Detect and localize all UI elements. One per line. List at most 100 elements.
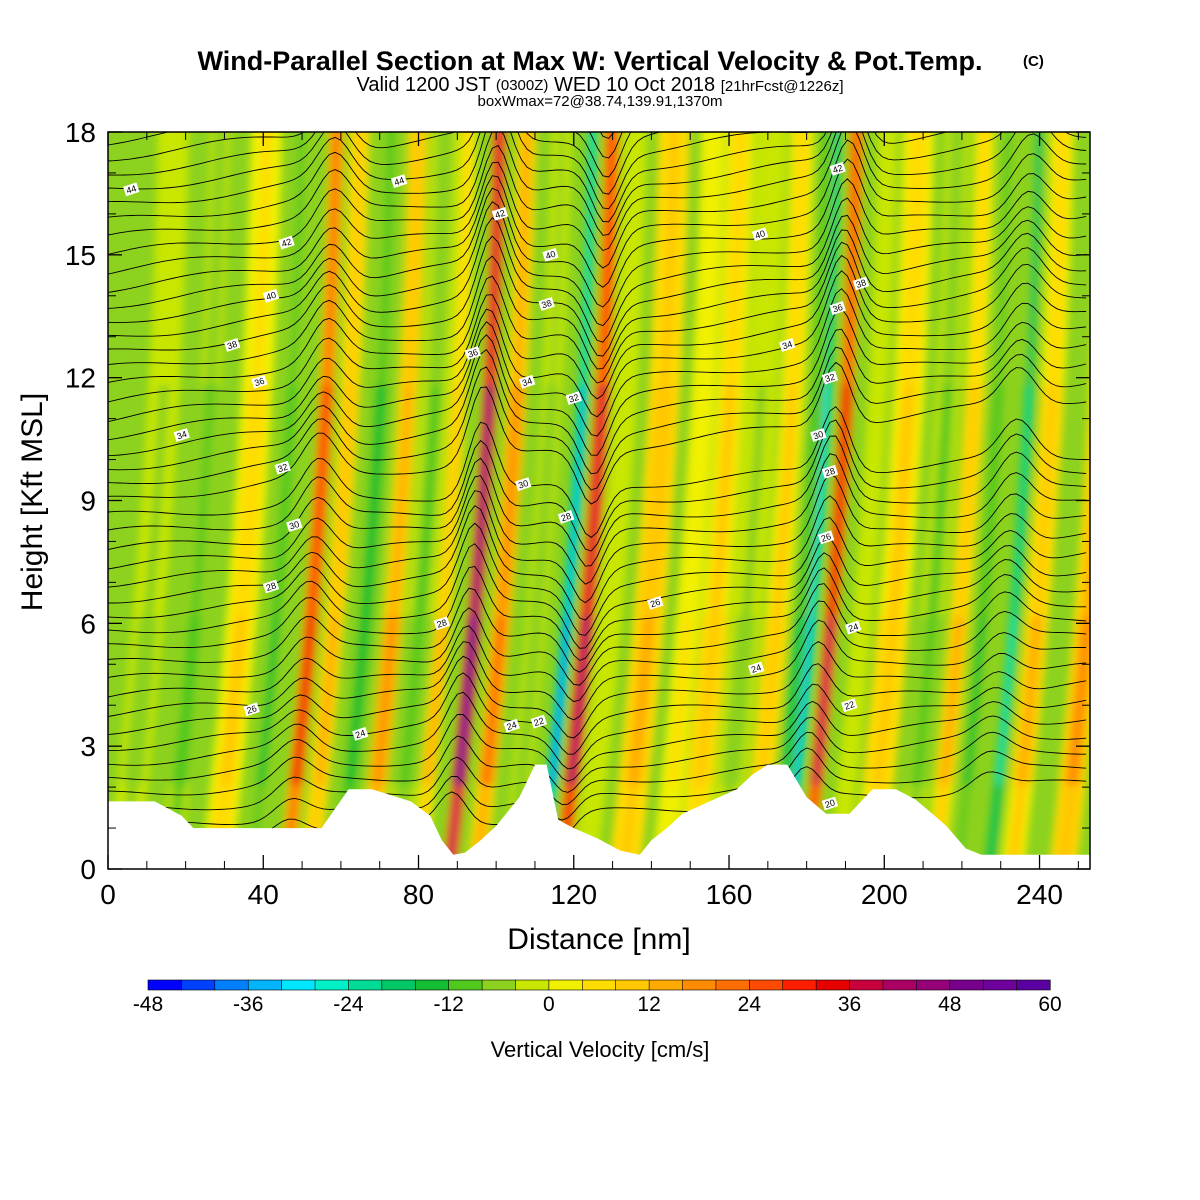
velocity-cell bbox=[619, 406, 629, 428]
isentrope-line bbox=[108, 600, 1087, 703]
velocity-cell bbox=[995, 385, 1002, 407]
velocity-cell bbox=[1095, 259, 1123, 280]
velocity-cell bbox=[528, 658, 537, 680]
colorbar-swatch bbox=[515, 979, 550, 991]
velocity-cell bbox=[943, 385, 952, 407]
velocity-cell bbox=[1071, 721, 1083, 743]
velocity-cell bbox=[670, 742, 681, 764]
velocity-cell bbox=[1092, 322, 1120, 343]
isentrope-line bbox=[108, 516, 1087, 636]
velocity-cell bbox=[933, 532, 943, 554]
velocity-cell bbox=[628, 132, 643, 133]
isentrope-label: 28 bbox=[557, 509, 575, 524]
velocity-cell bbox=[356, 132, 363, 133]
velocity-cell bbox=[583, 321, 589, 343]
velocity-cell bbox=[784, 448, 794, 470]
velocity-cell bbox=[305, 637, 313, 659]
velocity-cell bbox=[523, 132, 530, 133]
chart-title: Wind-Parallel Section at Max W: Vertical… bbox=[198, 46, 983, 76]
isentrope-line bbox=[108, 419, 1087, 552]
velocity-cell bbox=[234, 616, 247, 638]
isentrope-line bbox=[108, 139, 1087, 293]
velocity-cell bbox=[1055, 216, 1064, 238]
velocity-cell bbox=[1105, 238, 1114, 259]
velocity-cell bbox=[529, 637, 538, 659]
velocity-cell bbox=[437, 637, 445, 659]
velocity-cell bbox=[703, 679, 714, 701]
velocity-cell bbox=[976, 637, 984, 659]
velocity-cell bbox=[603, 637, 613, 659]
velocity-cell bbox=[414, 132, 422, 154]
velocity-cell bbox=[303, 658, 311, 680]
isentrope-label: 24 bbox=[352, 726, 369, 741]
velocity-cell bbox=[327, 300, 334, 322]
velocity-cell bbox=[795, 637, 801, 659]
isentrope-label-text: 26 bbox=[649, 597, 662, 610]
velocity-cell bbox=[1011, 826, 1021, 848]
velocity-cell bbox=[433, 321, 444, 343]
velocity-cell bbox=[665, 237, 677, 259]
velocity-cell bbox=[786, 406, 796, 428]
velocity-cell bbox=[417, 574, 428, 596]
velocity-cell bbox=[425, 763, 433, 785]
isentrope-label-bg bbox=[464, 346, 482, 361]
velocity-cell bbox=[652, 490, 664, 512]
y-tick-label: 12 bbox=[65, 363, 96, 394]
velocity-cell bbox=[645, 574, 658, 596]
velocity-cell bbox=[215, 153, 223, 175]
isentrope-label-text: 28 bbox=[560, 511, 573, 524]
velocity-cell bbox=[830, 279, 835, 301]
velocity-cell bbox=[722, 427, 733, 449]
velocity-cell bbox=[989, 826, 996, 848]
velocity-cell bbox=[384, 216, 393, 238]
velocity-cell bbox=[452, 805, 459, 827]
velocity-cell bbox=[401, 427, 410, 449]
velocity-cell bbox=[1086, 427, 1090, 449]
colorbar-swatch bbox=[448, 979, 483, 991]
velocity-cell bbox=[969, 721, 977, 743]
velocity-cell bbox=[241, 532, 254, 554]
velocity-cell bbox=[1100, 259, 1118, 280]
velocity-cell bbox=[329, 258, 336, 280]
velocity-cell bbox=[485, 406, 492, 428]
velocity-cell bbox=[1024, 427, 1030, 449]
isentrope-line bbox=[108, 536, 1087, 649]
velocity-cell bbox=[297, 721, 305, 743]
velocity-cell bbox=[720, 469, 731, 491]
velocity-cell bbox=[832, 132, 843, 133]
velocity-cell bbox=[157, 132, 190, 133]
isentrope-label-bg bbox=[817, 530, 835, 545]
velocity-cell bbox=[1057, 153, 1066, 175]
velocity-cell bbox=[1088, 385, 1090, 407]
velocity-cell bbox=[462, 237, 469, 259]
isentrope-label-text: 42 bbox=[831, 163, 844, 176]
velocity-cell bbox=[344, 406, 353, 428]
velocity-cell bbox=[243, 511, 255, 533]
velocity-cell bbox=[196, 532, 205, 554]
velocity-cell bbox=[714, 553, 725, 575]
velocity-cell bbox=[1104, 259, 1114, 280]
isentrope-label-text: 36 bbox=[467, 347, 480, 360]
isentrope-line bbox=[108, 453, 1087, 585]
velocity-cell bbox=[544, 448, 552, 470]
velocity-cell bbox=[568, 763, 576, 785]
velocity-cell bbox=[1096, 238, 1124, 259]
velocity-cell bbox=[1107, 154, 1116, 175]
velocity-cell bbox=[734, 174, 744, 196]
velocity-cell bbox=[158, 385, 170, 407]
velocity-cell bbox=[737, 637, 750, 659]
velocity-cell bbox=[1002, 700, 1009, 722]
velocity-cell bbox=[751, 448, 764, 470]
velocity-cell bbox=[762, 237, 774, 259]
velocity-cell bbox=[188, 637, 197, 659]
velocity-cell bbox=[576, 448, 582, 470]
velocity-cell bbox=[1028, 658, 1038, 680]
velocity-cell bbox=[429, 721, 437, 743]
velocity-cell bbox=[216, 132, 224, 154]
velocity-cell bbox=[440, 595, 448, 617]
x-tick-label: 160 bbox=[706, 879, 753, 910]
isentrope-line bbox=[108, 567, 1087, 673]
velocity-cell bbox=[1098, 385, 1108, 406]
velocity-cell bbox=[286, 427, 293, 449]
y-tick-label: 15 bbox=[65, 240, 96, 271]
